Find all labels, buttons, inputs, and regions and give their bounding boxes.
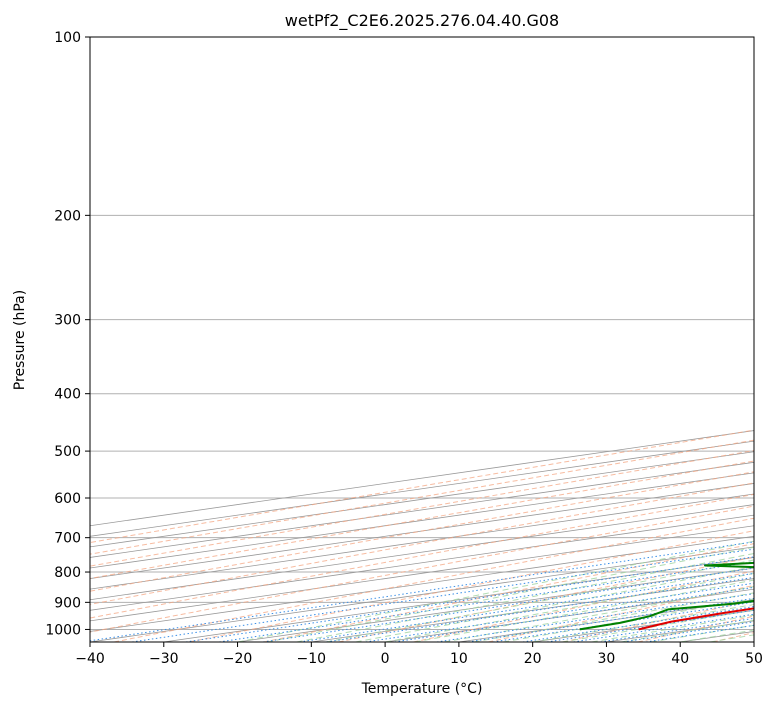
isopleth-layer: [90, 429, 754, 642]
dry-adiabat-line: [90, 429, 754, 544]
x-tick-label: 20: [524, 651, 542, 667]
isotherm-line: [90, 451, 754, 548]
x-tick-label: 40: [671, 651, 689, 667]
mixing-ratio-line: [299, 572, 754, 642]
isotherm-line: [90, 461, 754, 558]
dry-adiabat-line: [114, 517, 754, 642]
y-tick-label: 400: [54, 387, 81, 403]
y-tick-label: 900: [54, 595, 81, 611]
mixing-ratio-line: [394, 586, 754, 642]
x-tick-label: 0: [381, 651, 390, 667]
dry-adiabat-line: [263, 543, 754, 642]
isotherm-line: [90, 472, 754, 569]
dry-adiabat-line: [90, 493, 754, 619]
moist-adiabat-line: [267, 546, 754, 642]
y-tick-label: 500: [54, 444, 81, 460]
moist-adiabat-line: [414, 579, 754, 642]
x-tick-label: −10: [297, 651, 327, 667]
mixing-ratio-line: [132, 548, 754, 642]
x-tick-label: 30: [598, 651, 616, 667]
x-axis-title: Temperature (°C): [361, 681, 483, 697]
y-axis-title: Pressure (hPa): [12, 290, 28, 390]
mixing-ratio-line: [436, 593, 754, 642]
y-tick-label: 700: [54, 531, 81, 547]
y-tick-label: 200: [54, 208, 81, 224]
mixing-ratio-line: [326, 576, 754, 642]
isotherm-line: [90, 535, 754, 632]
x-tick-label: −20: [223, 651, 253, 667]
x-tick-label: −40: [75, 651, 105, 667]
dry-adiabat-line: [488, 584, 754, 642]
chart-title: wetPf2_C2E6.2025.276.04.40.G08: [285, 11, 559, 31]
isotherm-line: [90, 514, 754, 611]
x-tick-label: −30: [149, 651, 179, 667]
isotherm-line: [90, 525, 754, 622]
isotherm-line: [90, 493, 754, 590]
y-tick-label: 300: [54, 313, 81, 329]
moist-adiabat-line: [326, 559, 754, 642]
x-tick-label: 10: [450, 651, 468, 667]
plot-frame: [89, 36, 755, 643]
moist-adiabat-line: [296, 552, 754, 642]
isotherm-line: [90, 483, 754, 579]
isotherm-line: [90, 504, 754, 601]
grid-layer: [90, 37, 754, 642]
y-tick-label: 800: [54, 565, 81, 581]
dry-adiabat-line: [90, 471, 754, 592]
x-tick-label: 50: [745, 651, 763, 667]
axis-layer: −40 −30 −20 −10 0 10 20 30 40 50 100 200 300 400 500 60…: [45, 30, 763, 667]
y-tick-label: 1000: [45, 622, 81, 638]
dry-adiabat-line: [90, 482, 754, 605]
mixing-ratio-line: [365, 582, 754, 642]
moist-adiabat-line: [385, 572, 754, 642]
dry-adiabat-line: [90, 449, 754, 567]
y-tick-label: 600: [54, 491, 81, 507]
y-tick-label: 100: [54, 30, 81, 46]
